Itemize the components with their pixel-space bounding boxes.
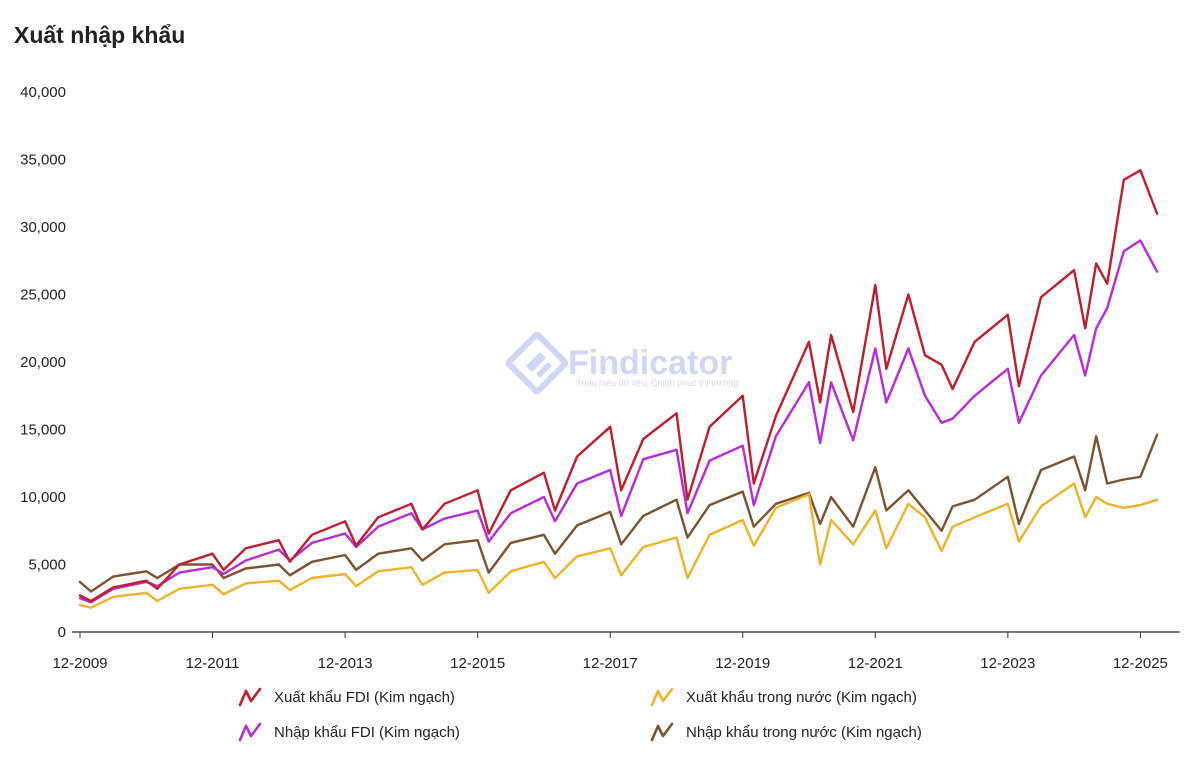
y-tick-label: 25,000 — [20, 287, 66, 304]
legend-item-2: Nhập khẩu FDI (Kim ngạch) — [238, 722, 460, 742]
x-axis: 12-2009 12-2011 12-2013 12-2015 12-2017 12-20… — [52, 632, 1168, 672]
findicator-logo-icon — [506, 332, 568, 394]
y-tick-label: 30,000 — [20, 219, 66, 236]
watermark-tagline: Thấu hiểu dữ liệu, Chinh phục thị trường — [576, 378, 739, 388]
x-tick-label: 12-2021 — [848, 655, 903, 672]
y-axis: 40,000 35,000 30,000 25,000 20,000 15,000 10,0… — [20, 84, 66, 641]
chart-title: Xuất nhập khẩu — [14, 22, 186, 48]
x-tick-label: 12-2013 — [318, 655, 373, 672]
legend-swatch-icon — [238, 722, 262, 742]
watermark-brand: Findicator — [568, 343, 733, 382]
x-tick-label: 12-2017 — [583, 655, 638, 672]
legend-swatch-icon — [650, 687, 674, 707]
x-tick-label: 12-2011 — [186, 655, 240, 672]
y-tick-label: 15,000 — [20, 422, 66, 439]
legend-label: Nhập khẩu FDI (Kim ngạch) — [274, 723, 460, 741]
legend-label: Nhập khẩu trong nước (Kim ngạch) — [686, 723, 922, 741]
legend-label: Xuất khẩu trong nước (Kim ngạch) — [686, 688, 917, 706]
series-line-1 — [78, 169, 1159, 603]
series-lines — [78, 169, 1159, 609]
y-tick-label: 0 — [58, 624, 66, 641]
y-tick-label: 10,000 — [20, 489, 66, 506]
legend-item-1: Xuất khẩu FDI (Kim ngạch) — [238, 687, 455, 707]
series-line-4 — [78, 433, 1159, 593]
y-tick-label: 20,000 — [20, 354, 66, 371]
legend-item-4: Nhập khẩu trong nước (Kim ngạch) — [650, 722, 922, 742]
legend-swatch-icon — [650, 722, 674, 742]
y-tick-label: 5,000 — [28, 557, 66, 574]
x-tick-label: 12-2025 — [1113, 655, 1168, 672]
x-tick-label: 12-2023 — [980, 655, 1035, 672]
watermark: Findicator Thấu hiểu dữ liệu, Chinh phục… — [506, 332, 739, 394]
y-tick-label: 40,000 — [20, 84, 66, 101]
x-tick-label: 12-2019 — [715, 655, 770, 672]
legend-item-3: Xuất khẩu trong nước (Kim ngạch) — [650, 687, 917, 707]
series-line-3 — [78, 482, 1159, 609]
legend-swatch-icon — [238, 687, 262, 707]
x-tick-label: 12-2009 — [52, 655, 107, 672]
legend-label: Xuất khẩu FDI (Kim ngạch) — [274, 688, 455, 706]
y-tick-label: 35,000 — [20, 152, 66, 169]
series-line-2 — [78, 239, 1159, 604]
x-tick-label: 12-2015 — [450, 655, 505, 672]
